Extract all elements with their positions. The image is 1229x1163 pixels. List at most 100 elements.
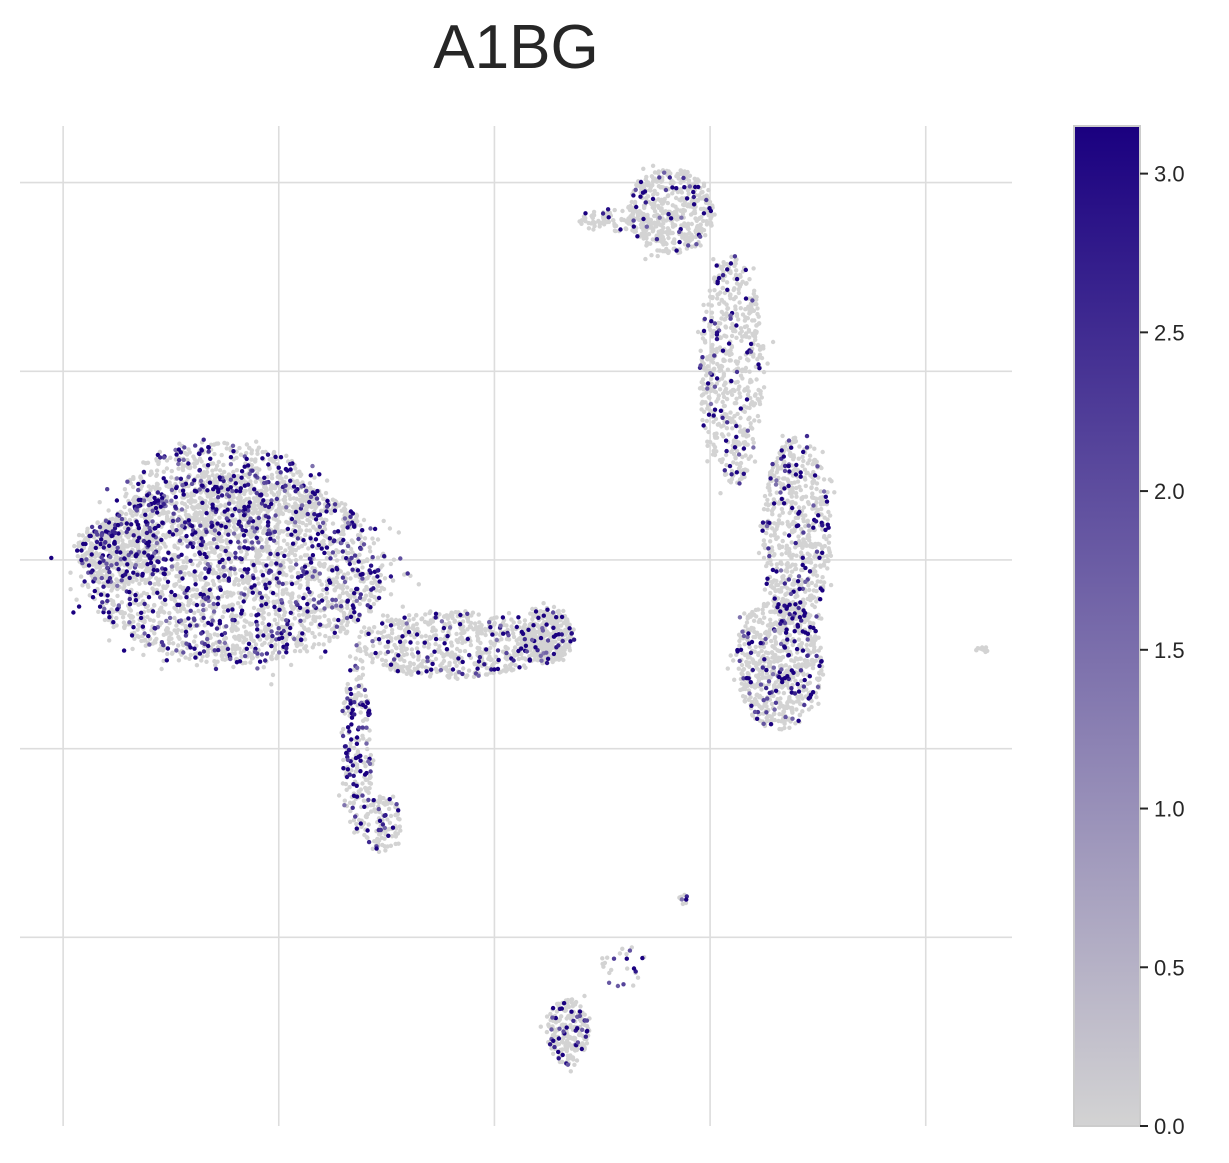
cell-point bbox=[167, 640, 172, 646]
cell-point bbox=[212, 632, 217, 637]
cell-point bbox=[272, 647, 278, 652]
cell-point bbox=[247, 621, 253, 626]
cell-point bbox=[254, 548, 259, 554]
cell-point bbox=[176, 658, 182, 663]
cell-point bbox=[106, 508, 111, 513]
cell-point bbox=[322, 613, 327, 619]
cell-point bbox=[765, 361, 770, 366]
cell-point bbox=[94, 565, 99, 570]
cell-point bbox=[749, 379, 754, 384]
cell-point bbox=[258, 519, 263, 524]
cell-point bbox=[385, 618, 390, 623]
cell-point bbox=[285, 532, 290, 537]
cell-point bbox=[235, 496, 241, 501]
cell-point bbox=[298, 493, 303, 498]
cell-point bbox=[370, 660, 375, 665]
cell-point bbox=[247, 650, 252, 656]
cell-point bbox=[381, 634, 386, 640]
cell-point bbox=[152, 603, 157, 608]
cell-point bbox=[590, 213, 595, 218]
cell-point bbox=[668, 171, 673, 176]
cell-point bbox=[275, 522, 280, 527]
cell-point bbox=[216, 553, 222, 559]
cell-point bbox=[227, 570, 233, 575]
cell-point bbox=[476, 636, 481, 641]
cell-point bbox=[752, 418, 757, 423]
cell-point bbox=[269, 472, 275, 478]
cell-point bbox=[422, 619, 428, 625]
cell-point bbox=[657, 248, 662, 253]
cell-point bbox=[695, 197, 700, 203]
cell-point bbox=[155, 530, 160, 535]
cell-point bbox=[284, 587, 289, 592]
cell-point bbox=[181, 606, 187, 612]
cell-point bbox=[368, 653, 373, 658]
cell-point bbox=[217, 515, 222, 520]
cell-point bbox=[641, 185, 647, 190]
cell-point bbox=[427, 636, 433, 641]
cell-point bbox=[164, 518, 169, 523]
cell-point bbox=[391, 557, 397, 562]
cell-point bbox=[728, 270, 733, 276]
cell-point bbox=[277, 613, 282, 619]
cell-point bbox=[222, 590, 227, 596]
cell-point bbox=[211, 461, 216, 466]
cell-point bbox=[293, 548, 298, 553]
cell-point bbox=[724, 302, 729, 307]
cell-point bbox=[184, 609, 189, 614]
cell-point bbox=[701, 409, 707, 414]
cell-point bbox=[656, 169, 661, 174]
cell-point bbox=[723, 452, 729, 458]
cell-point bbox=[283, 548, 288, 553]
cell-point bbox=[740, 279, 745, 284]
cell-point bbox=[755, 342, 761, 348]
cell-point bbox=[177, 578, 182, 584]
cell-point bbox=[468, 620, 474, 626]
cell-point bbox=[651, 192, 656, 197]
cell-point bbox=[736, 466, 742, 471]
cell-point bbox=[214, 441, 219, 446]
cell-point bbox=[385, 644, 390, 649]
cell-point bbox=[263, 485, 268, 491]
cell-point bbox=[528, 632, 533, 637]
cell-point bbox=[723, 380, 728, 385]
cell-point bbox=[414, 621, 419, 627]
cell-point bbox=[717, 387, 723, 392]
cell-point bbox=[143, 461, 148, 466]
cell-point bbox=[193, 634, 198, 639]
cell-point bbox=[705, 459, 710, 464]
cell-point bbox=[541, 601, 546, 606]
cell-point bbox=[729, 449, 734, 454]
cell-point bbox=[556, 654, 562, 660]
cell-point bbox=[504, 657, 510, 662]
cell-point bbox=[318, 516, 324, 521]
cell-point bbox=[715, 396, 721, 401]
cell-point bbox=[347, 654, 353, 659]
cell-point bbox=[281, 606, 286, 612]
cell-point bbox=[460, 640, 465, 646]
cell-point bbox=[579, 218, 584, 223]
cell-point bbox=[644, 174, 649, 180]
cell-point bbox=[641, 166, 646, 171]
cell-point bbox=[122, 504, 127, 510]
cell-point bbox=[343, 781, 349, 787]
cell-point bbox=[253, 568, 258, 574]
cell-point bbox=[678, 180, 683, 185]
cell-point bbox=[385, 613, 390, 619]
cell-point bbox=[447, 620, 452, 626]
cell-point bbox=[228, 592, 233, 597]
cell-point bbox=[546, 645, 551, 650]
cell-point bbox=[220, 614, 225, 620]
cell-point bbox=[468, 642, 474, 648]
cell-point bbox=[368, 593, 373, 598]
cell-point bbox=[509, 624, 514, 629]
cell-point bbox=[180, 640, 185, 645]
cell-point bbox=[392, 642, 397, 648]
cell-point bbox=[192, 505, 198, 510]
cell-point bbox=[304, 523, 309, 528]
cell-point bbox=[701, 183, 707, 189]
cell-point bbox=[318, 655, 324, 660]
cell-point bbox=[757, 419, 762, 424]
cell-point bbox=[323, 595, 329, 601]
cell-point bbox=[721, 391, 726, 396]
